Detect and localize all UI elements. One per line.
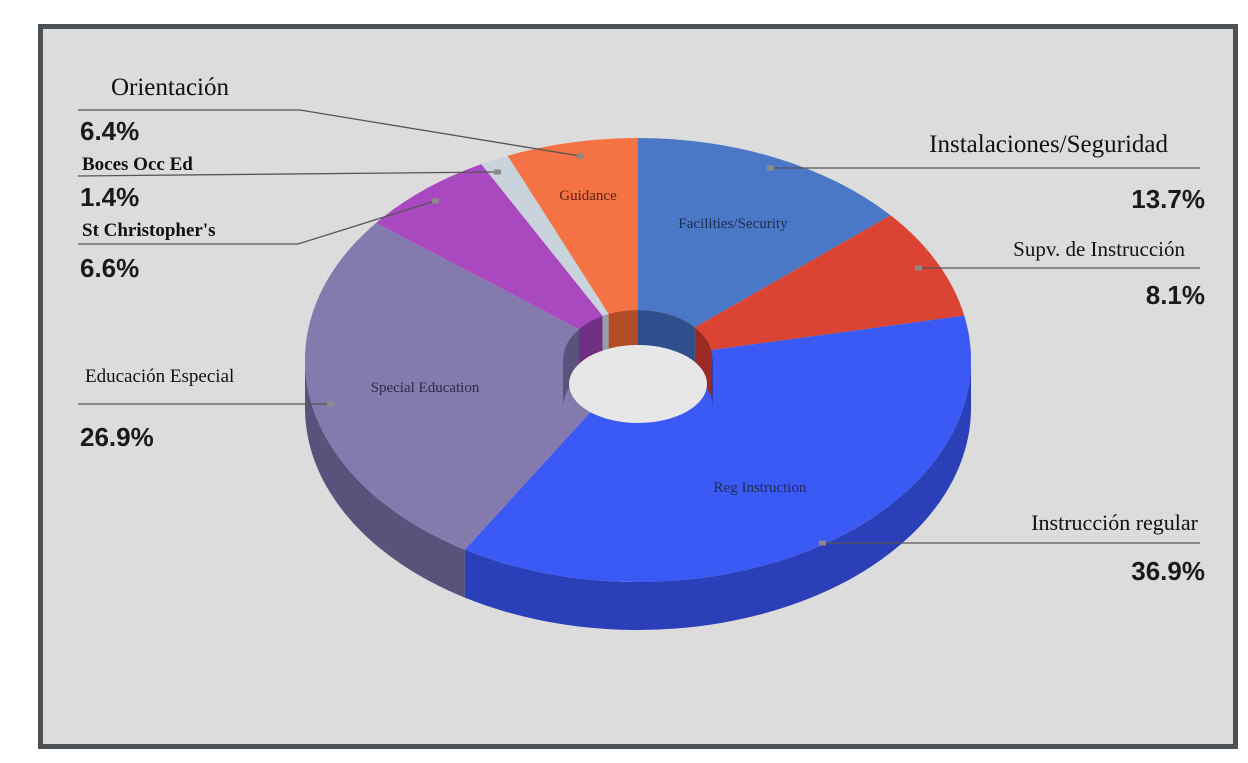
slice-label-reg: Reg Instruction — [714, 480, 807, 496]
leader-dot-special — [327, 402, 334, 407]
callout-percent-stc: 6.6% — [80, 253, 139, 283]
callout-label-stc: St Christopher's — [82, 220, 216, 241]
leader-dot-boces — [494, 170, 501, 175]
slice-label-guidance: Guidance — [559, 188, 617, 204]
callout-label-reg: Instrucción regular — [1031, 510, 1198, 535]
callout-percent-special: 26.9% — [80, 422, 154, 452]
leader-dot-stc — [432, 199, 439, 204]
leader-line-guidance — [78, 110, 580, 156]
callout-label-special: Educación Especial — [85, 366, 234, 387]
callout-label-facilities: Instalaciones/Seguridad — [929, 131, 1168, 158]
slice-label-facilities: Facilities/Security — [678, 216, 788, 232]
callout-percent-facilities: 13.7% — [1131, 184, 1205, 214]
callout-label-guidance: Orientación — [111, 74, 230, 101]
callout-label-supv: Supv. de Instrucción — [1013, 237, 1185, 261]
slice-label-special: Special Education — [371, 380, 480, 396]
leader-dot-supv — [915, 266, 922, 271]
donut-hole-layer — [563, 310, 713, 423]
leader-dot-facilities — [767, 166, 774, 171]
donut-hole — [569, 345, 707, 423]
callout-percent-reg: 36.9% — [1131, 556, 1205, 586]
callout-percent-supv: 8.1% — [1146, 280, 1205, 310]
leader-dot-guidance — [577, 154, 584, 159]
callout-percent-boces: 1.4% — [80, 182, 139, 212]
callout-percent-guidance: 6.4% — [80, 116, 139, 146]
leader-dot-reg — [819, 541, 826, 546]
callout-label-boces: Boces Occ Ed — [82, 154, 193, 175]
